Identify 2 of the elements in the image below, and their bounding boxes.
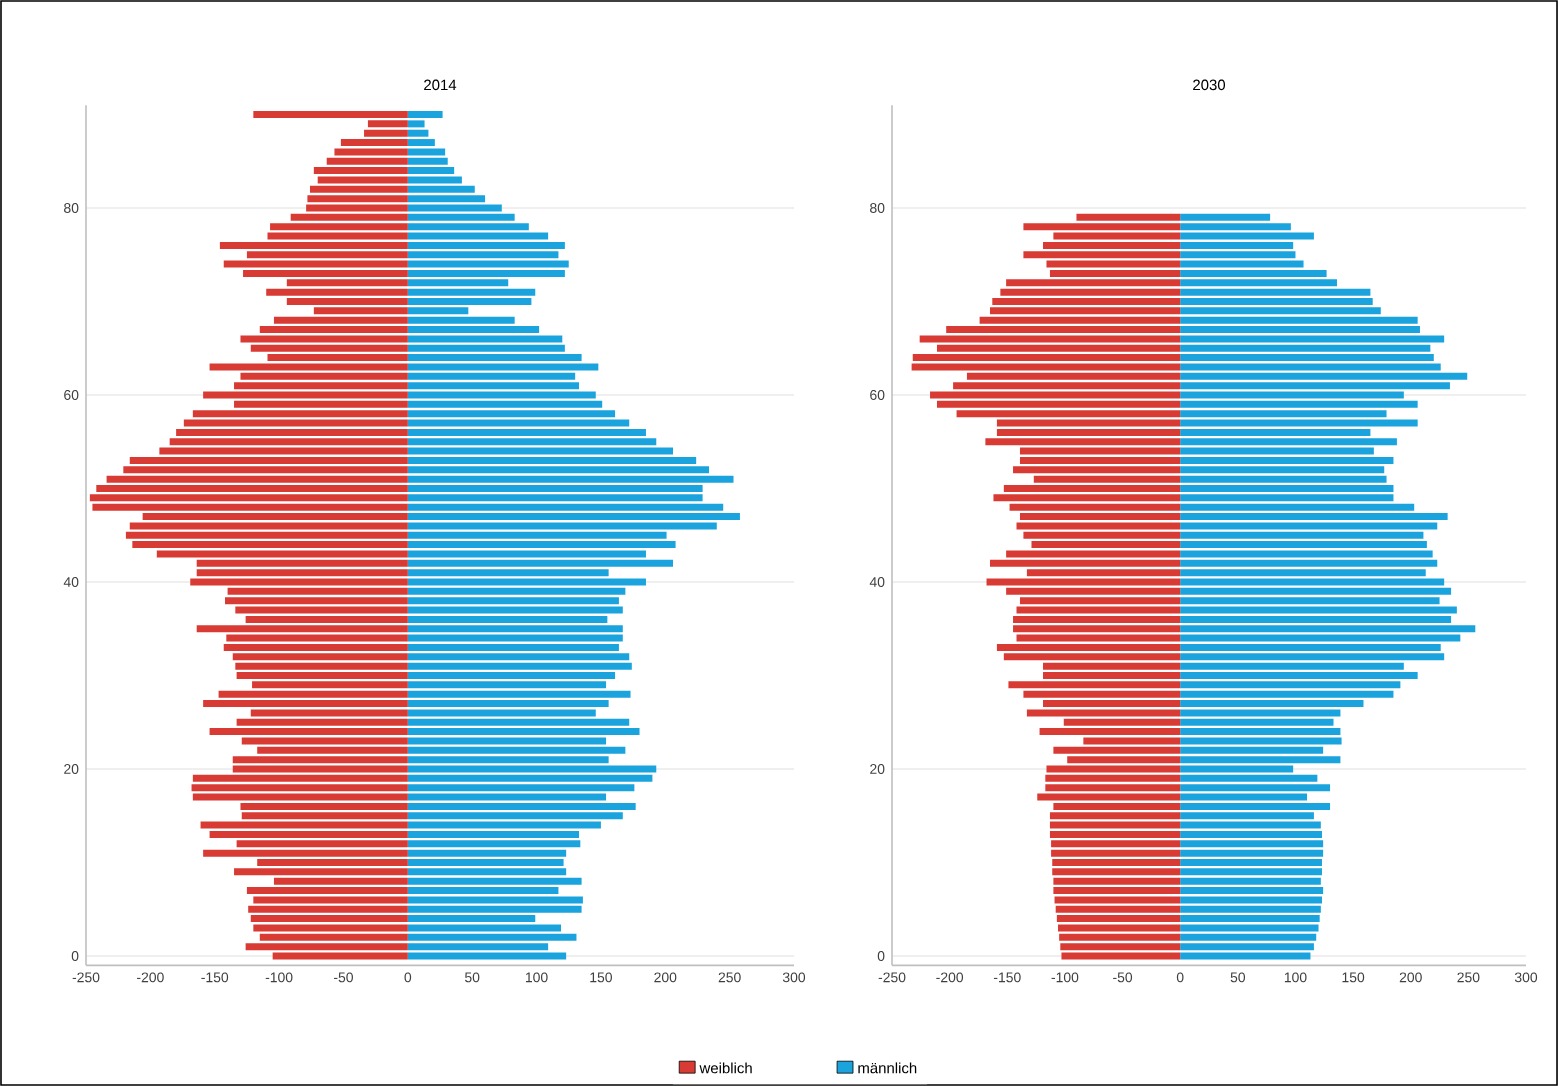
bar	[407, 111, 443, 119]
bar	[253, 111, 408, 119]
